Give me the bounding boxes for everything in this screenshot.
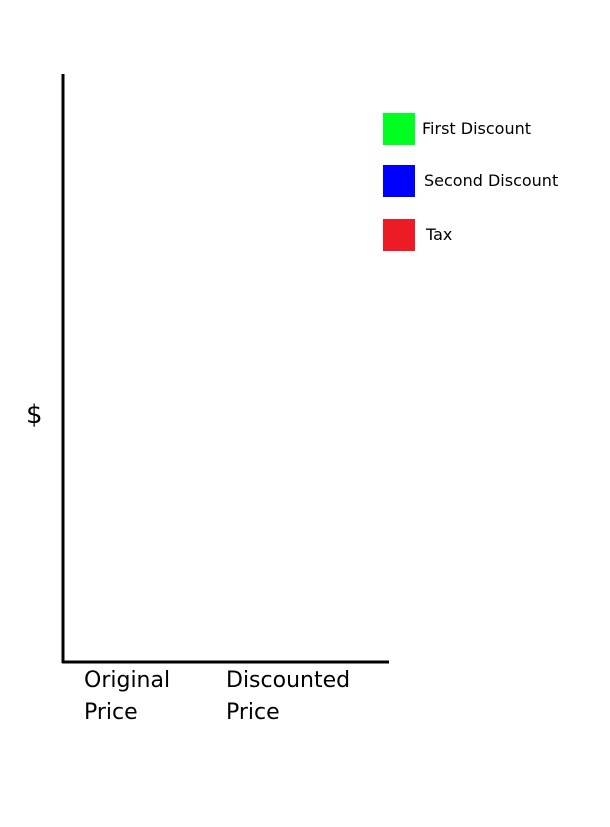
legend-swatch [383, 113, 415, 145]
legend-label: Second Discount [424, 171, 559, 190]
legend-label: Tax [426, 225, 453, 244]
legend-swatch [383, 165, 415, 197]
legend-label: First Discount [422, 119, 531, 138]
legend-swatch [383, 219, 415, 251]
x-tick-label: Discounted Price [226, 668, 351, 725]
y-axis-label: $ [26, 400, 43, 430]
x-tick-label: Original Price [84, 668, 171, 725]
